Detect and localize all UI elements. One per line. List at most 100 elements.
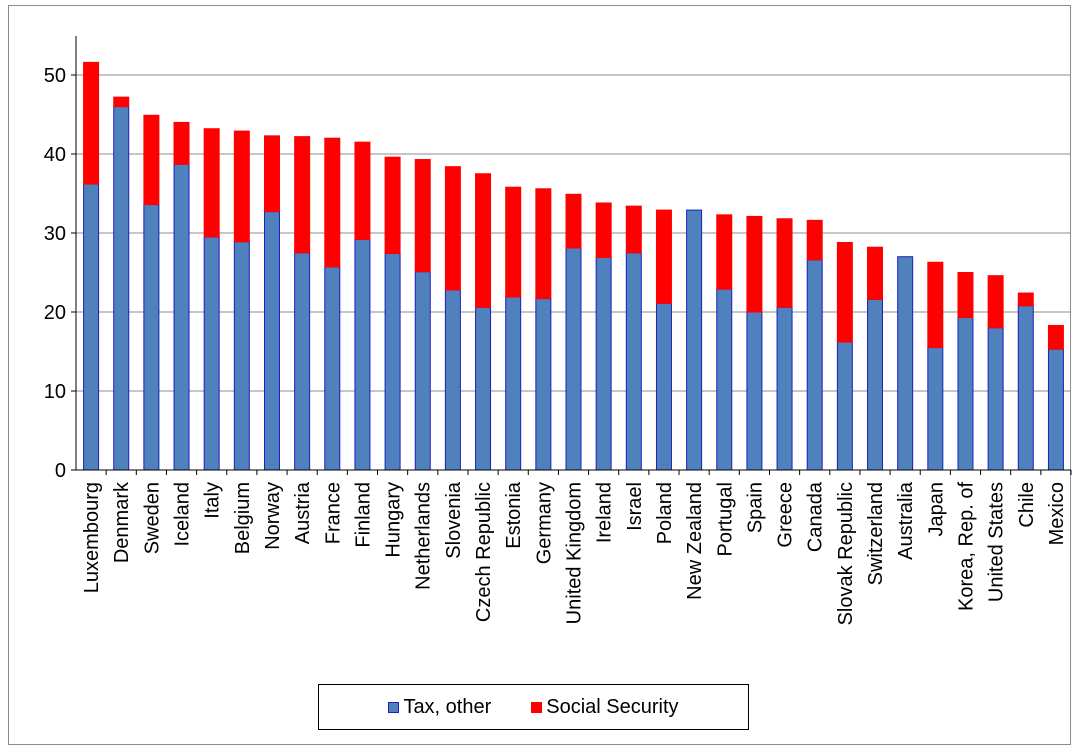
bar-social-security (233, 130, 250, 243)
bar-social-security (806, 219, 823, 261)
x-tick-label: Australia (895, 481, 917, 560)
x-tick-label: Slovenia (443, 481, 465, 559)
bar-social-security (505, 186, 522, 298)
x-tick-label: Sweden (141, 482, 163, 554)
x-tick-label: Norway (262, 482, 284, 550)
x-tick-label: Iceland (172, 482, 194, 547)
y-tick-label: 40 (44, 144, 66, 166)
bar-social-security (143, 114, 160, 206)
bar-tax-other (83, 183, 100, 471)
bar-tax-other (957, 317, 974, 471)
bar-tax-other (565, 247, 582, 471)
bar-tax-other (384, 253, 401, 471)
x-tick-label: Germany (533, 482, 555, 564)
bar-tax-other (444, 289, 461, 471)
bar-social-security (716, 214, 733, 290)
bar-social-security (384, 156, 401, 255)
bar-tax-other (836, 341, 853, 471)
bar-social-security (987, 275, 1004, 329)
x-tick-label: Estonia (503, 481, 525, 549)
y-tick-labels: 0 10 20 30 40 50 (44, 65, 66, 482)
bar-social-security (444, 166, 461, 291)
bar-social-security (836, 241, 853, 343)
bar-tax-other (686, 209, 703, 471)
bar-social-security (354, 141, 371, 240)
bar-tax-other (263, 211, 280, 471)
bar-tax-other (113, 106, 130, 471)
x-tick-label: Austria (292, 481, 314, 544)
bar-tax-other (806, 259, 823, 471)
bar-social-security (113, 96, 130, 108)
legend-item-tax: Tax, other (388, 696, 491, 719)
x-tick-label: Denmark (111, 481, 133, 563)
bar-tax-other (233, 241, 250, 471)
bar-social-security (1047, 324, 1064, 350)
bar-social-security (565, 193, 582, 249)
bar-tax-other (475, 306, 492, 471)
x-tick-label: New Zealand (684, 482, 706, 600)
x-tick-label: Hungary (383, 482, 405, 558)
legend-swatch-tax (388, 701, 400, 713)
bar-tax-other (294, 252, 311, 471)
bar-social-security (746, 215, 763, 313)
bar-social-security (867, 246, 884, 300)
x-tick-label: United Kingdom (564, 482, 586, 624)
bar-tax-other (324, 266, 341, 471)
x-tick-label: Portugal (714, 482, 736, 557)
bar-social-security (927, 261, 944, 349)
bar-tax-other (1017, 305, 1034, 471)
legend-label-social-security: Social Security (546, 695, 679, 718)
x-tick-label: Canada (805, 481, 827, 552)
bar-social-security (595, 202, 612, 258)
x-tick-label: France (322, 482, 344, 544)
bar-tax-other (776, 306, 793, 471)
bar-social-security (83, 61, 100, 185)
x-tick-label: United States (986, 482, 1008, 602)
bar-tax-other (867, 298, 884, 471)
bar-tax-other (655, 302, 672, 471)
bar-tax-other (716, 288, 733, 471)
x-tick-label: Slovak Republic (835, 482, 857, 625)
x-tick-labels: Luxembourg Denmark Sweden Iceland Italy Belgi… (81, 481, 1068, 625)
x-tick-label: Switzerland (865, 482, 887, 585)
x-tick-label: Chile (1016, 482, 1038, 528)
x-tick-label: Italy (202, 482, 224, 519)
bar-social-security (1017, 292, 1034, 307)
legend-item-social-security: Social Security (531, 695, 679, 719)
legend-label-tax: Tax, other (403, 695, 492, 718)
x-tick-label: Netherlands (413, 482, 435, 590)
bar-tax-other (595, 256, 612, 471)
legend-swatch-social-security (531, 701, 543, 713)
x-tick-label: Finland (352, 482, 374, 548)
bar-social-security (263, 135, 280, 213)
bar-social-security (475, 173, 492, 308)
x-tick-label: Ireland (594, 482, 616, 543)
bar-tax-other (505, 296, 522, 471)
bar-tax-other (354, 238, 371, 471)
x-tick-label: Israel (624, 482, 646, 531)
x-tick-label: Korea, Rep. of (955, 482, 977, 611)
x-tick-label: Greece (775, 482, 797, 548)
bar-tax-other (143, 204, 160, 471)
y-tick-label: 10 (44, 381, 66, 403)
bar-social-security (957, 272, 974, 319)
bar-social-security (203, 128, 220, 238)
bar-tax-other (1047, 348, 1064, 471)
bar-tax-other (897, 256, 914, 471)
bar-social-security (625, 205, 642, 254)
x-tick-label: Mexico (1046, 482, 1068, 545)
bar-tax-other (746, 311, 763, 471)
bar-tax-other (927, 347, 944, 471)
y-tick-label: 20 (44, 302, 66, 324)
x-tick-label: Poland (654, 482, 676, 544)
bar-social-security (535, 188, 552, 300)
bar-tax-other (987, 327, 1004, 471)
x-tick-label: Luxembourg (81, 482, 103, 593)
x-tick-label: Japan (925, 482, 947, 537)
legend: Tax, other Social Security (318, 684, 749, 730)
y-tick-label: 50 (44, 65, 66, 87)
bars (83, 61, 1064, 471)
bar-tax-other (203, 236, 220, 471)
y-tick-label: 30 (44, 223, 66, 245)
bar-tax-other (173, 163, 190, 471)
